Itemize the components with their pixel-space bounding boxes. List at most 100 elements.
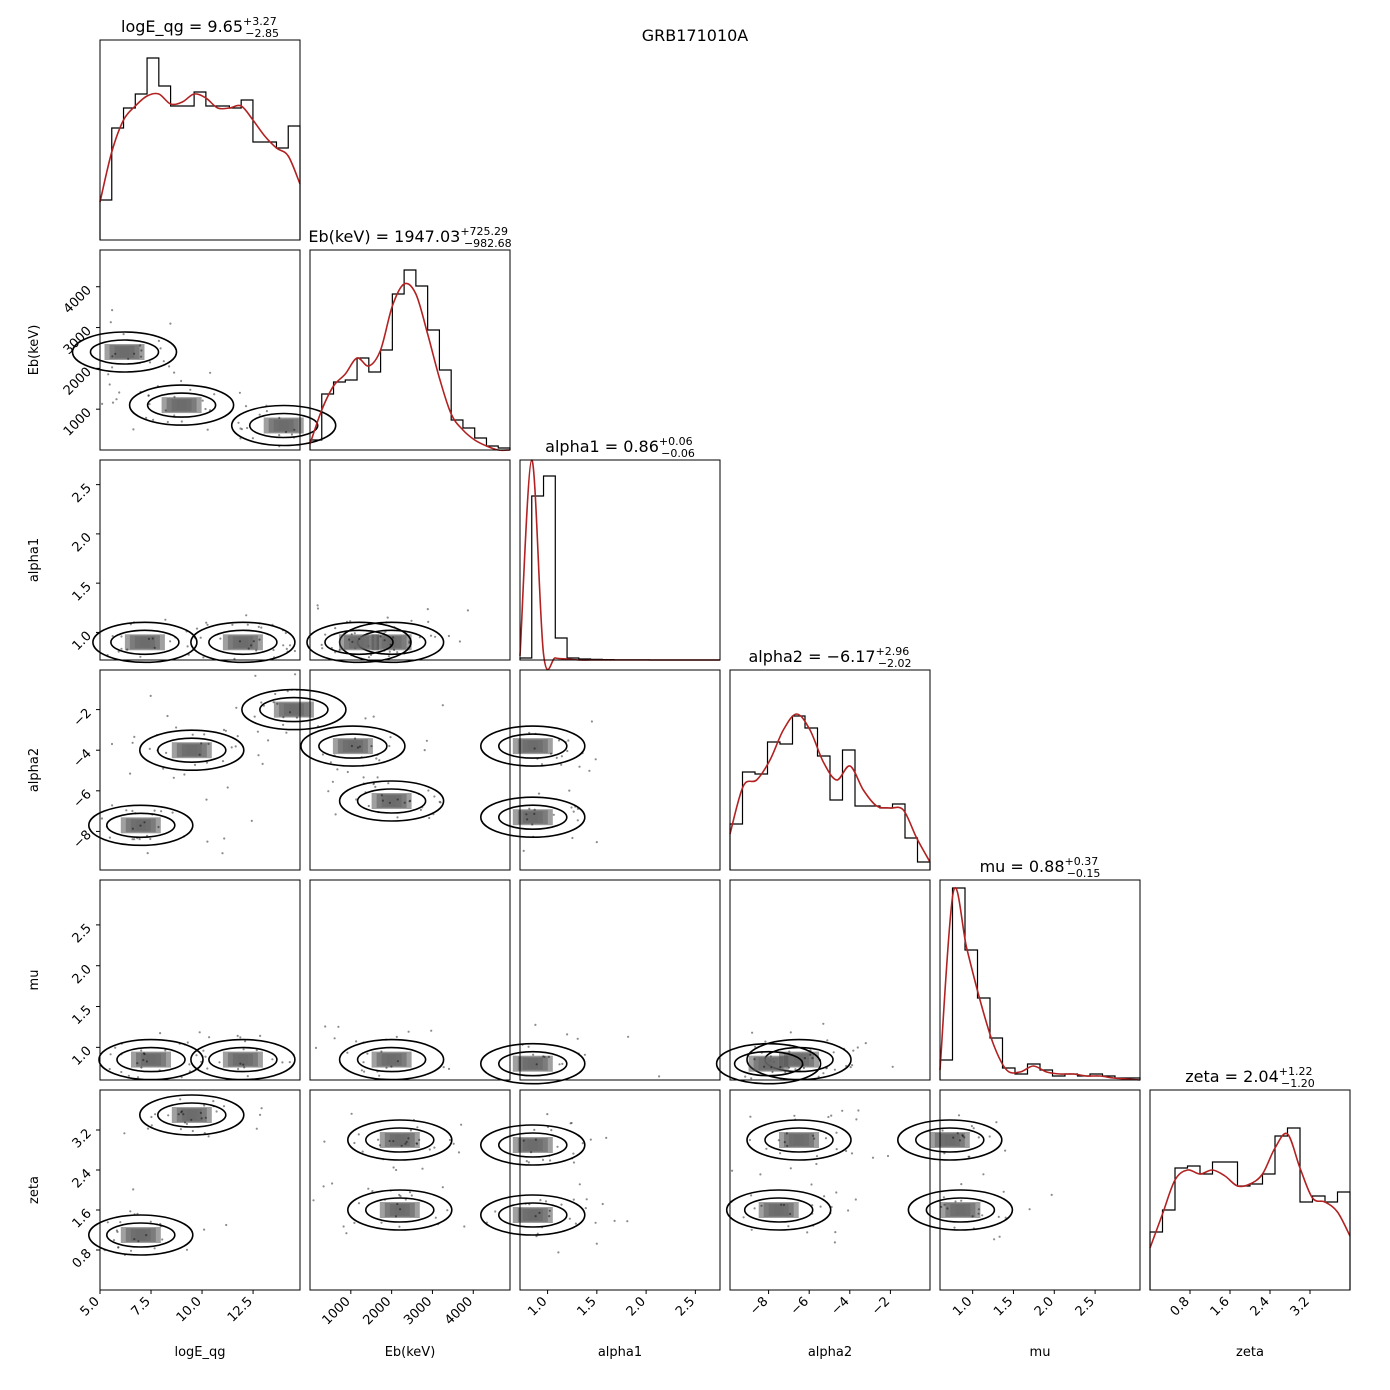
sample-point [245,614,248,617]
sample-point [236,1034,239,1037]
sample-point [153,1247,156,1250]
sample-point [546,1113,549,1116]
sample-point [788,1044,791,1047]
y-axis-label-alpha1: alpha1 [27,538,42,582]
sample-point [191,733,194,736]
sample-point [594,758,597,761]
sample-point [574,1222,578,1225]
sample-point [557,739,561,742]
sample-point [542,1055,545,1058]
sample-point [428,1148,431,1151]
sample-point [408,640,411,643]
sample-point [530,1151,533,1154]
density-cell [929,1132,970,1148]
sample-point [421,806,424,809]
sample-point [441,1186,444,1189]
sample-point [403,801,406,804]
sample-point [251,437,254,440]
sample-point [380,1050,383,1053]
sample-point [533,812,536,816]
sample-point [265,410,268,413]
density-cell [512,738,553,755]
sample-point [588,769,591,772]
sample-point [759,1173,762,1176]
x-tick-label: 12.5 [225,1294,256,1325]
sample-point [395,1035,398,1038]
sample-point [139,655,142,658]
sample-point [193,763,197,767]
sample-point [133,352,136,355]
density-cell [222,1051,263,1068]
contour-line [318,733,388,759]
sample-point [162,360,165,363]
sample-point [276,702,279,705]
sample-point [369,653,373,657]
sample-point [127,357,130,360]
panel-frame [1149,1089,1351,1291]
sample-point [558,1063,561,1066]
sample-point [145,1234,148,1237]
density-cell [512,809,553,826]
sample-point [188,1070,191,1073]
contour-line [497,1202,568,1228]
sample-point [238,640,242,643]
sample-point [154,1113,157,1116]
panel-alpha1-vs-loge-qg: 1.0 1.5 2.0 2.5 alpha1 [27,459,301,664]
sample-point [149,837,152,841]
sample-point [541,1226,544,1229]
sample-point [180,1110,183,1113]
y-axis-label-eb-kev: Eb(keV) [27,325,42,376]
panel-frame [309,879,511,1081]
sample-point [555,756,558,760]
sample-point [187,653,190,656]
sample-point [195,627,199,630]
sample-point [367,656,371,659]
panel-alpha2-vs-alpha1 [479,669,721,871]
sample-point [751,1031,754,1034]
sample-point [129,623,132,626]
sample-point [331,780,334,783]
density-cell [131,1051,171,1068]
sample-point [525,1160,528,1163]
sample-point [567,739,570,742]
contour-line [300,725,406,767]
sample-point [139,344,142,347]
sample-point [407,1137,410,1140]
sample-point [123,1253,126,1256]
sample-point [362,776,365,779]
sample-point [834,1231,837,1234]
sample-point [952,1136,955,1139]
sample-point [169,640,172,643]
panel-mu-vs-loge-qg: 1.0 1.5 2.0 2.5 mu [27,879,301,1081]
contour-line [106,812,176,839]
sample-point [576,1037,579,1040]
sample-point [399,1195,402,1198]
sample-point [437,1223,440,1226]
sample-point [381,799,384,802]
sample-point [812,1224,815,1227]
sample-point [242,1048,245,1051]
sample-point [206,428,209,431]
sample-point [146,852,149,855]
sample-point [432,813,435,816]
sample-point [235,706,238,709]
sample-point [572,1161,576,1164]
contour-line [479,796,586,839]
sample-point [215,1110,218,1113]
sample-point [160,810,163,813]
sample-point [173,371,176,374]
sample-point [383,649,386,652]
sample-point [148,361,152,364]
sample-point [185,1122,188,1125]
sample-point [116,1230,119,1233]
sample-point [533,1128,536,1131]
sample-point [396,816,399,819]
sample-point [195,1054,198,1057]
sample-point [847,1209,850,1212]
contour-line [106,1222,176,1248]
panel-frame [519,669,721,871]
panel-frame [99,39,301,241]
sample-point [259,1034,262,1037]
sample-point [971,1215,974,1218]
